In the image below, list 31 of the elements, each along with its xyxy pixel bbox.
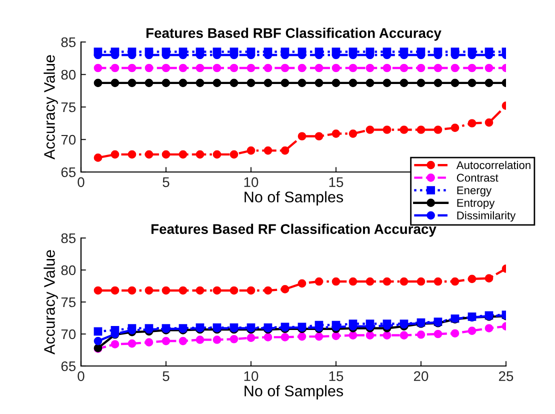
y-tick-label: 70	[61, 329, 76, 340]
x-tick-label: 20	[414, 371, 428, 382]
y-tick-label: 65	[61, 361, 76, 372]
chart-title: Features Based RBF Classification Accuracy	[146, 28, 442, 41]
y-tick-label: 70	[61, 134, 76, 145]
y-tick-label: 85	[61, 37, 76, 48]
y-tick-label: 65	[61, 167, 76, 178]
x-tick-label: 10	[244, 177, 258, 188]
x-tick-label: 0	[78, 371, 84, 382]
x-tick-label: 10	[244, 371, 258, 382]
legend-label: Contrast	[456, 174, 498, 182]
chart-title: Features Based RF Classification Accuracy	[152, 224, 436, 237]
y-tick-label: 85	[61, 233, 76, 244]
x-tick-label: 5	[162, 177, 170, 188]
y-tick-label: 75	[61, 102, 76, 112]
y-tick-label: 75	[61, 297, 76, 308]
y-axis-title: Accuracy Value	[44, 55, 58, 160]
x-tick-label: 25	[498, 371, 514, 382]
x-tick-label: 15	[329, 177, 344, 188]
y-axis-title: Accuracy Value	[44, 250, 58, 354]
y-tick-label: 80	[61, 70, 76, 80]
legend-label: Dissimilarity	[457, 211, 516, 222]
x-tick-label: 5	[162, 371, 170, 382]
legend-label: Entropy	[457, 199, 495, 210]
legend-label: Energy	[457, 186, 492, 196]
legend-label: Autocorrelation	[456, 160, 530, 170]
y-tick-label: 80	[61, 265, 76, 276]
x-axis-title: No of Samples	[244, 385, 344, 400]
x-axis-title: No of Samples	[244, 191, 344, 206]
x-tick-label: 0	[78, 177, 84, 188]
x-tick-label: 15	[329, 371, 344, 382]
